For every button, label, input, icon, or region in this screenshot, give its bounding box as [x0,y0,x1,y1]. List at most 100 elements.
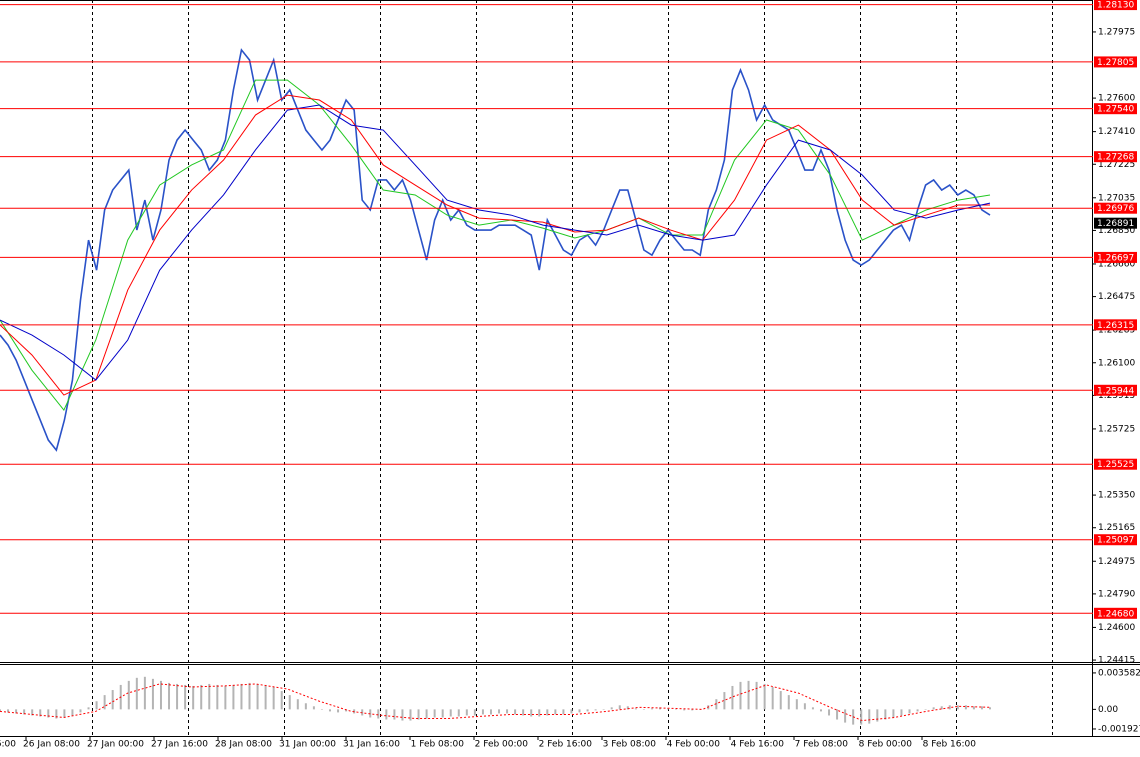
histogram-bar [819,709,822,712]
x-tick-label: 27 Jan 00:00 [87,740,144,750]
histogram-bar [602,709,605,710]
histogram-bar [618,705,621,710]
histogram-bar [329,709,331,712]
histogram-bar [473,709,476,716]
histogram-bar [924,709,927,710]
histogram-bar [127,680,130,710]
histogram-bar [39,709,42,717]
histogram-bar [956,705,959,710]
level-label-box [1094,151,1137,163]
histogram-bar [578,709,581,713]
x-tick-label: 2 Feb 00:00 [475,740,529,750]
x-tick-label: 7 Feb 08:00 [795,740,849,750]
y-tick-label: 0.00 [1098,705,1118,715]
y-tick-label: 1.25915 [1098,391,1135,401]
series-line [0,79,991,411]
histogram-bar [337,709,340,713]
histogram-bar [522,709,525,716]
histogram-bar [691,709,694,711]
histogram-bar [288,695,291,710]
histogram-bar [506,709,509,714]
histogram-bar [940,706,943,710]
y-tick-label: 1.25165 [1098,523,1135,533]
x-tick-label: 6:00 [0,740,16,750]
level-label: 1.26976 [1097,204,1134,214]
histogram-bar [433,709,436,718]
histogram-bar [151,678,154,710]
series-line [0,48,991,452]
histogram-bar [900,709,903,716]
x-tick-label: 8 Feb 00:00 [859,740,913,750]
level-label: 1.25525 [1097,460,1134,470]
histogram-bar [489,709,492,715]
histogram-bar [948,705,951,710]
x-tick-label: 31 Jan 16:00 [343,740,400,750]
level-label: 1.26697 [1097,253,1134,263]
level-label: 1.28130 [1097,1,1134,11]
histogram-bar [55,709,58,719]
histogram-bar [23,709,26,715]
histogram-bar [272,686,275,710]
histogram-bar [465,709,468,716]
series-line [0,683,991,722]
y-tick-label: 1.26100 [1098,358,1135,368]
histogram-bar [530,709,533,717]
histogram-bar [401,709,404,721]
histogram-bar [747,680,750,710]
histogram-bar [168,682,171,710]
level-label-box [1094,251,1137,263]
series-line [0,104,991,381]
histogram-bar [836,709,839,720]
y-tick-label: 0.003582 [1098,668,1140,678]
histogram-bar [200,684,203,710]
histogram-bar [409,709,412,721]
histogram-bar [803,703,806,710]
histogram-bar [232,684,235,710]
histogram-bar [216,684,219,710]
histogram-bar [570,709,573,714]
histogram-bar [626,706,629,710]
histogram-bar [964,705,967,710]
histogram-bar [675,709,678,710]
histogram-bar [320,709,323,710]
histogram-bar [377,709,380,719]
y-tick-label: 1.24975 [1098,557,1135,567]
histogram-bar [312,706,315,710]
histogram-bar [876,709,879,722]
y-tick-label: 1.24790 [1098,589,1135,599]
histogram-bar [385,709,388,720]
histogram-bar [538,709,541,717]
histogram-bar [514,709,517,715]
histogram-bar [771,686,774,710]
histogram-bar [296,699,299,710]
x-tick-label: 4 Feb 00:00 [667,740,721,750]
histogram-bar [71,709,74,716]
histogram-bar [546,709,549,716]
histogram-bar [224,685,227,710]
histogram-bar [844,709,847,723]
histogram-bar [393,709,396,720]
histogram-bar [449,709,452,717]
histogram-bar [892,709,895,718]
histogram-bar [79,709,82,713]
last-price-box [1094,217,1137,229]
histogram-bar [787,695,790,710]
histogram-bar [594,709,597,711]
level-label-box [1094,103,1137,115]
level-label: 1.25944 [1097,386,1134,396]
histogram-bar [634,708,637,710]
histogram-bar [989,707,991,710]
histogram-bar [143,676,146,710]
x-tick-label: 1 Feb 08:00 [411,740,465,750]
y-tick-label: 1.24415 [1098,656,1135,666]
histogram-bar [586,709,589,712]
x-tick-label: 2 Feb 16:00 [539,740,593,750]
histogram-bar [417,709,420,720]
histogram-bar [650,708,653,710]
y-tick-label: 1.24600 [1098,623,1135,633]
y-tick-label: 1.27975 [1098,27,1135,37]
y-tick-label: 1.27035 [1098,193,1135,203]
histogram-bar [87,707,90,710]
